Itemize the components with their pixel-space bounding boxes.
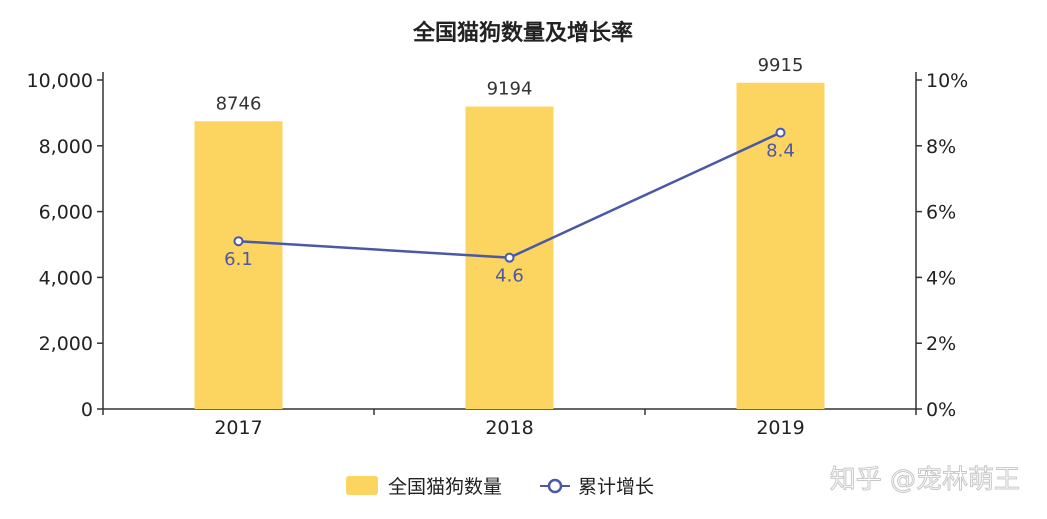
y-right-tick-label: 4% — [926, 267, 956, 289]
y-right-tick-label: 0% — [926, 399, 956, 421]
x-tick-label: 2019 — [756, 417, 804, 439]
bar-series: 8746 9194 9915 — [194, 55, 825, 410]
line-point — [233, 236, 244, 247]
y-right-tick-label: 6% — [926, 202, 956, 224]
y-left-tick-label: 2,000 — [39, 333, 93, 355]
line-point — [775, 127, 786, 138]
bar-data-label: 9194 — [487, 79, 533, 100]
y-right-tick-label: 8% — [926, 136, 956, 158]
x-tick-label: 2017 — [214, 417, 262, 439]
legend: 全国猫狗数量 累计增长 — [346, 476, 654, 498]
y-left-tick-label: 0 — [81, 399, 93, 421]
line-data-label: 8.4 — [766, 141, 795, 162]
y-left-tick-label: 4,000 — [39, 267, 93, 289]
bar — [194, 121, 283, 410]
line-point — [504, 252, 515, 263]
legend-swatch-marker — [547, 478, 563, 494]
y-left-tick-label: 10,000 — [27, 70, 93, 92]
bar-data-label: 9915 — [758, 55, 804, 76]
legend-swatch-bar — [346, 476, 378, 495]
legend-label-bar: 全国猫狗数量 — [388, 476, 502, 498]
line-data-label: 6.1 — [224, 249, 253, 270]
line-data-label: 4.6 — [495, 266, 524, 287]
axes: 0 2,000 4,000 6,000 8,000 10,000 0% 2% 4% 6% 8% 10%… — [27, 70, 969, 439]
legend-label-line: 累计增长 — [578, 476, 654, 498]
y-left-tick-label: 6,000 — [39, 202, 93, 224]
x-tick-label: 2018 — [485, 417, 533, 439]
watermark: 知乎 @宠林萌王 — [830, 465, 1020, 495]
chart-title: 全国猫狗数量及增长率 — [412, 20, 633, 46]
y-right-tick-label: 2% — [926, 333, 956, 355]
y-right-tick-label: 10% — [926, 70, 968, 92]
y-left-tick-label: 8,000 — [39, 136, 93, 158]
bar-data-label: 8746 — [216, 93, 262, 114]
line-series: 6.1 4.6 8.4 — [224, 127, 795, 287]
